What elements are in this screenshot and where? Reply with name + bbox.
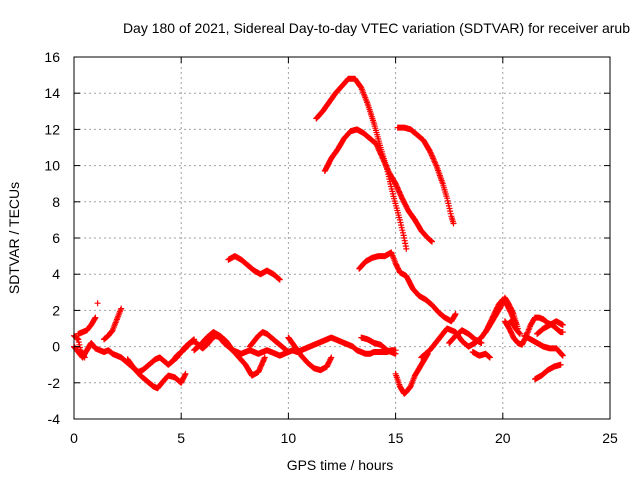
y-tick-label: 2 [52,302,60,318]
y-tick-label: 16 [44,49,60,65]
series-arc-q [392,350,431,397]
series-arc-u [482,296,519,336]
x-tick-label: 10 [281,430,297,446]
data-point-markers [321,126,435,245]
x-axis-label: GPS time / hours [287,457,394,473]
data-point-markers [358,334,399,357]
y-tick-label: 8 [52,194,60,210]
y-tick-label: 6 [52,230,60,246]
series-arc-p [358,334,399,357]
series-arc-f [124,356,189,392]
data-point-markers [482,296,519,336]
series-arc-z [504,318,523,337]
data-point-markers [504,318,523,337]
data-point-markers [225,253,283,283]
y-tick-label: -4 [48,411,61,427]
data-point-markers [469,349,493,361]
series-arc-o [356,249,459,325]
series-arc-d [101,305,125,343]
y-tick-label: 14 [44,85,60,101]
x-tick-label: 25 [602,430,618,446]
series-arc-y [534,318,566,337]
y-tick-label: 0 [52,339,60,355]
data-point-markers [356,249,459,325]
series-arc-x [532,361,564,383]
chart-title: Day 180 of 2021, Sidereal Day-to-day VTE… [123,20,630,36]
data-point-markers [191,329,268,379]
x-axis-ticks: 0 5 10 15 20 25 [70,57,618,446]
series-arc-e [94,300,101,307]
y-tick-label: 4 [52,266,60,282]
x-tick-label: 15 [388,430,404,446]
series-arc-g [169,336,198,365]
y-axis-ticks: -4 -2 0 2 4 6 8 10 12 14 16 [44,49,610,427]
data-points [71,75,566,397]
x-tick-label: 0 [70,430,78,446]
series-arc-j [246,329,292,355]
series-arc-h [191,329,268,379]
data-point-markers [101,305,125,343]
x-tick-label: 5 [177,430,185,446]
series-arc-i [225,253,283,283]
series-arc-b [75,314,99,337]
data-point-markers [394,124,457,227]
x-tick-label: 20 [495,430,511,446]
series-arc-m [321,126,435,245]
series-arc-w [521,332,566,359]
data-point-markers [521,332,566,359]
data-point-markers [246,329,292,355]
series-arc-k [285,334,335,374]
data-point-markers [285,334,335,374]
series-arc-t [469,349,493,361]
grid-lines [74,57,610,419]
data-point-markers [94,300,101,307]
y-axis-label: SDTVAR / TECUs [6,182,22,294]
data-point-markers [446,327,485,346]
y-tick-label: 10 [44,158,60,174]
y-tick-label: 12 [44,121,60,137]
series-arc-n [394,124,457,227]
data-point-markers [532,361,564,383]
y-tick-label: -2 [48,375,61,391]
data-point-markers [75,314,99,337]
data-point-markers [392,350,431,397]
data-point-markers [169,336,198,365]
series-arc-s [446,327,485,346]
data-point-markers [124,356,189,392]
data-point-markers [534,318,566,337]
